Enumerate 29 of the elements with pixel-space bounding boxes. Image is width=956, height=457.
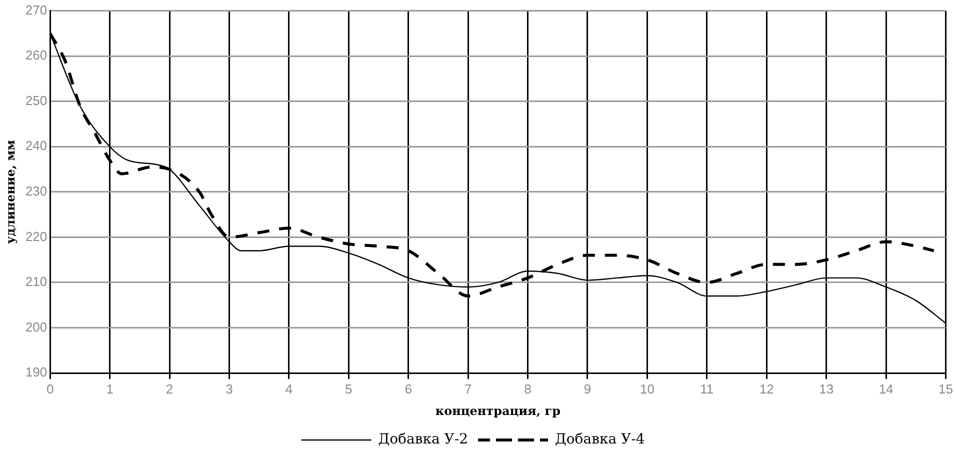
y-axis-title: удлинение, мм xyxy=(3,139,18,244)
x-tick-label: 11 xyxy=(700,381,714,396)
y-tick-label: 190 xyxy=(25,364,48,380)
y-tick-label: 260 xyxy=(25,48,48,63)
x-tick-label: 14 xyxy=(878,381,894,396)
x-tick-label: 8 xyxy=(524,381,532,396)
x-tick-label: 7 xyxy=(464,381,472,396)
y-tick-label: 270 xyxy=(25,2,48,18)
legend-label: Добавка У-2 xyxy=(378,432,468,448)
y-tick-label: 220 xyxy=(25,228,48,244)
x-tick-label: 3 xyxy=(226,381,233,396)
y-tick-label: 200 xyxy=(25,319,48,334)
x-tick-label: 10 xyxy=(640,381,654,396)
y-tick-label: 210 xyxy=(25,274,48,290)
y-tick-label: 230 xyxy=(25,183,48,198)
x-tick-label: 13 xyxy=(819,381,834,396)
x-tick-label: 15 xyxy=(938,381,954,396)
x-tick-label: 1 xyxy=(106,381,114,396)
legend-label: Добавка У-4 xyxy=(555,432,645,448)
x-tick-label: 9 xyxy=(584,381,592,396)
x-tick-label: 12 xyxy=(759,381,774,396)
x-tick-label: 4 xyxy=(285,381,293,396)
x-axis-title: концентрация, гр xyxy=(435,404,560,418)
y-tick-label: 240 xyxy=(25,138,48,154)
y-tick-label: 250 xyxy=(25,92,48,108)
x-tick-label: 0 xyxy=(46,381,54,396)
x-tick-label: 2 xyxy=(166,381,174,396)
x-tick-label: 5 xyxy=(345,381,352,396)
x-tick-label: 6 xyxy=(404,381,412,396)
